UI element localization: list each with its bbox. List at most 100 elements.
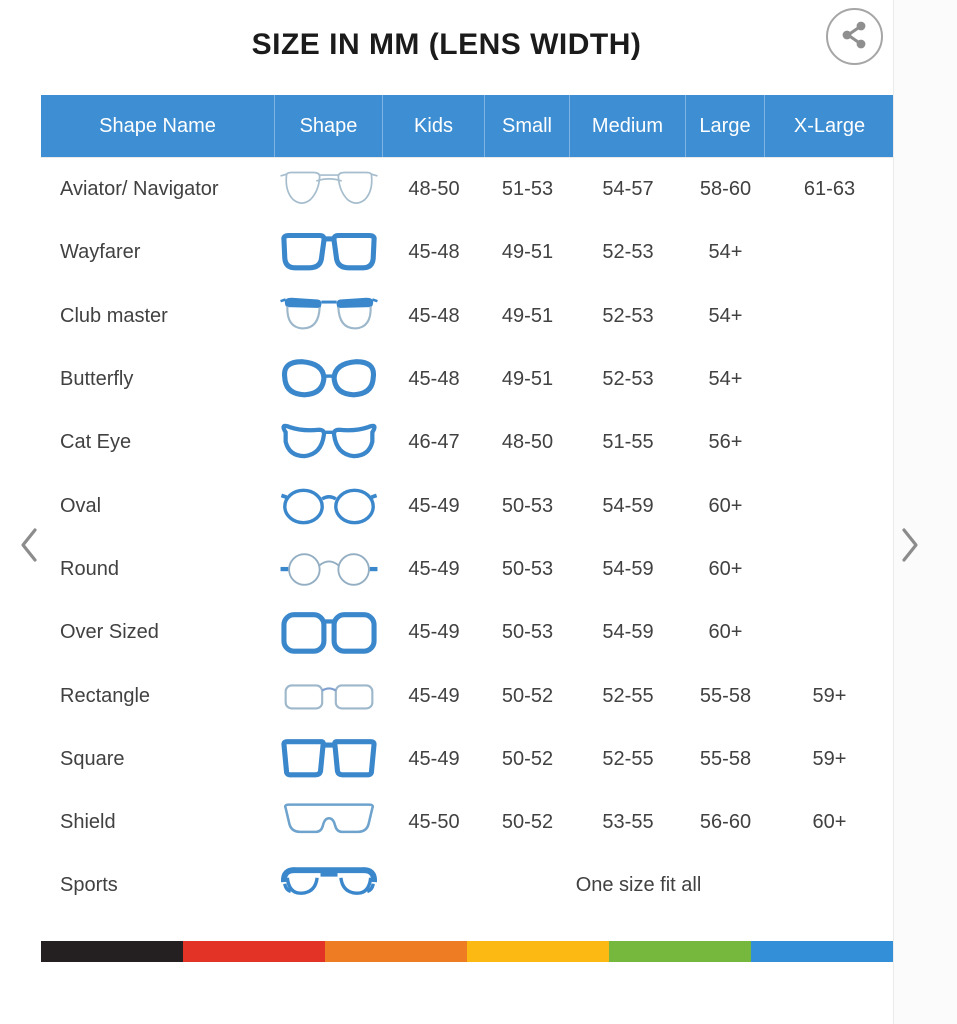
table-row: Aviator/ Navigator 48-50 51-53 54-57 58-60 6… [41,158,894,221]
shape-name-cell: Over Sized [60,621,159,644]
size-cell: 50-53 [501,557,554,580]
size-cell: 53-55 [602,811,654,834]
size-cell: 54-57 [602,178,654,201]
rectangle-glasses-icon [275,670,383,723]
size-cell: 52-55 [602,684,654,707]
size-cell: 45-48 [408,241,460,264]
col-header-medium: Medium [570,95,686,157]
size-cell: 45-48 [408,304,460,327]
share-button[interactable] [826,8,883,65]
size-cell: 45-49 [408,557,460,580]
col-header-kids: Kids [383,95,485,157]
size-cell: 50-53 [501,621,554,644]
shape-name-cell: Shield [60,811,116,834]
stripe-segment [751,941,893,962]
cateye-glasses-icon [275,416,383,469]
table-row: Butterfly 45-48 49-51 52-53 54+ [41,348,894,411]
next-arrow-button[interactable] [893,524,927,568]
table-row: Club master 45-48 49-51 52-53 54+ [41,285,894,348]
size-cell: 45-48 [408,368,460,391]
shape-name-cell: Square [60,747,125,770]
wayfarer-glasses-icon [275,226,383,279]
size-cell: 48-50 [501,431,554,454]
oval-glasses-icon [275,480,383,533]
size-cell: 54-59 [602,557,654,580]
stripe-segment [609,941,751,962]
color-stripe [41,941,893,962]
size-cell: 49-51 [501,241,554,264]
shape-name-cell: Rectangle [60,684,151,707]
size-cell: 54-59 [602,494,654,517]
butterfly-glasses-icon [275,353,383,406]
size-cell: 52-53 [602,368,654,391]
size-cell: 56+ [708,431,743,454]
size-cell: 48-50 [408,178,460,201]
one-size-cell: One size fit all [575,874,702,897]
table-row: Shield 45-50 50-52 53-55 56-60 60+ [41,791,894,854]
size-cell: 55-58 [699,747,752,770]
sports-glasses-icon [275,859,383,912]
size-cell: 45-50 [408,811,460,834]
page-title: SIZE IN MM (LENS WIDTH) [251,28,642,61]
chevron-left-icon [18,525,40,568]
size-cell: 54+ [708,304,743,327]
size-cell: 52-55 [602,747,654,770]
size-cell: 60+ [708,557,743,580]
size-cell: 45-49 [408,747,460,770]
shield-glasses-icon [275,796,383,849]
col-header-small: Small [485,95,570,157]
prev-arrow-button[interactable] [12,524,46,568]
size-cell: 54+ [708,241,743,264]
table-row: Wayfarer 45-48 49-51 52-53 54+ [41,221,894,284]
size-cell: 60+ [708,494,743,517]
stripe-segment [41,941,183,962]
shape-name-cell: Butterfly [60,368,134,391]
size-cell: 55-58 [699,684,752,707]
size-cell: 45-49 [408,621,460,644]
size-cell: 50-52 [501,747,554,770]
size-cell: 60+ [708,621,743,644]
col-header-shape: Shape [275,95,383,157]
size-cell: 50-53 [501,494,554,517]
size-cell: 45-49 [408,494,460,517]
size-cell: 52-53 [602,241,654,264]
oversized-glasses-icon [275,606,383,659]
table-row: Round 45-49 50-53 54-59 60+ [41,538,894,601]
chevron-right-icon [899,525,921,568]
table-row: Cat Eye 46-47 48-50 51-55 56+ [41,411,894,474]
size-cell: 59+ [812,684,847,707]
size-cell: 60+ [812,811,847,834]
table-row: Oval 45-49 50-53 54-59 60+ [41,474,894,537]
size-cell: 46-47 [408,431,460,454]
stripe-segment [183,941,325,962]
shape-name-cell: Cat Eye [60,431,132,454]
share-icon [840,20,870,53]
size-chart-card: SIZE IN MM (LENS WIDTH) Shape Name Shape… [0,0,894,962]
square-glasses-icon [275,733,383,786]
col-header-large: Large [686,95,765,157]
stripe-segment [467,941,609,962]
size-cell: 50-52 [501,684,554,707]
size-cell: 54+ [708,368,743,391]
size-table: Shape Name Shape Kids Small Medium Large… [41,95,894,918]
size-cell: 61-63 [803,178,856,201]
table-header: Shape Name Shape Kids Small Medium Large… [41,95,894,157]
title-bar: SIZE IN MM (LENS WIDTH) [0,0,893,95]
size-cell: 49-51 [501,304,554,327]
table-row: Sports One size fit all [41,854,894,917]
clubmaster-glasses-icon [275,290,383,343]
col-header-shape-name: Shape Name [41,95,275,157]
size-cell: 51-55 [602,431,654,454]
shape-name-cell: Round [60,557,119,580]
shape-name-cell: Aviator/ Navigator [60,178,219,201]
right-gutter [893,0,957,1024]
aviator-glasses-icon [275,163,383,216]
table-row: Over Sized 45-49 50-53 54-59 60+ [41,601,894,664]
size-cell: 54-59 [602,621,654,644]
size-cell: 49-51 [501,368,554,391]
size-cell: 52-53 [602,304,654,327]
table-row: Rectangle 45-49 50-52 52-55 55-58 59+ [41,664,894,727]
col-header-x-large: X-Large [793,114,866,137]
size-cell: 51-53 [501,178,554,201]
shape-name-cell: Oval [60,494,102,517]
